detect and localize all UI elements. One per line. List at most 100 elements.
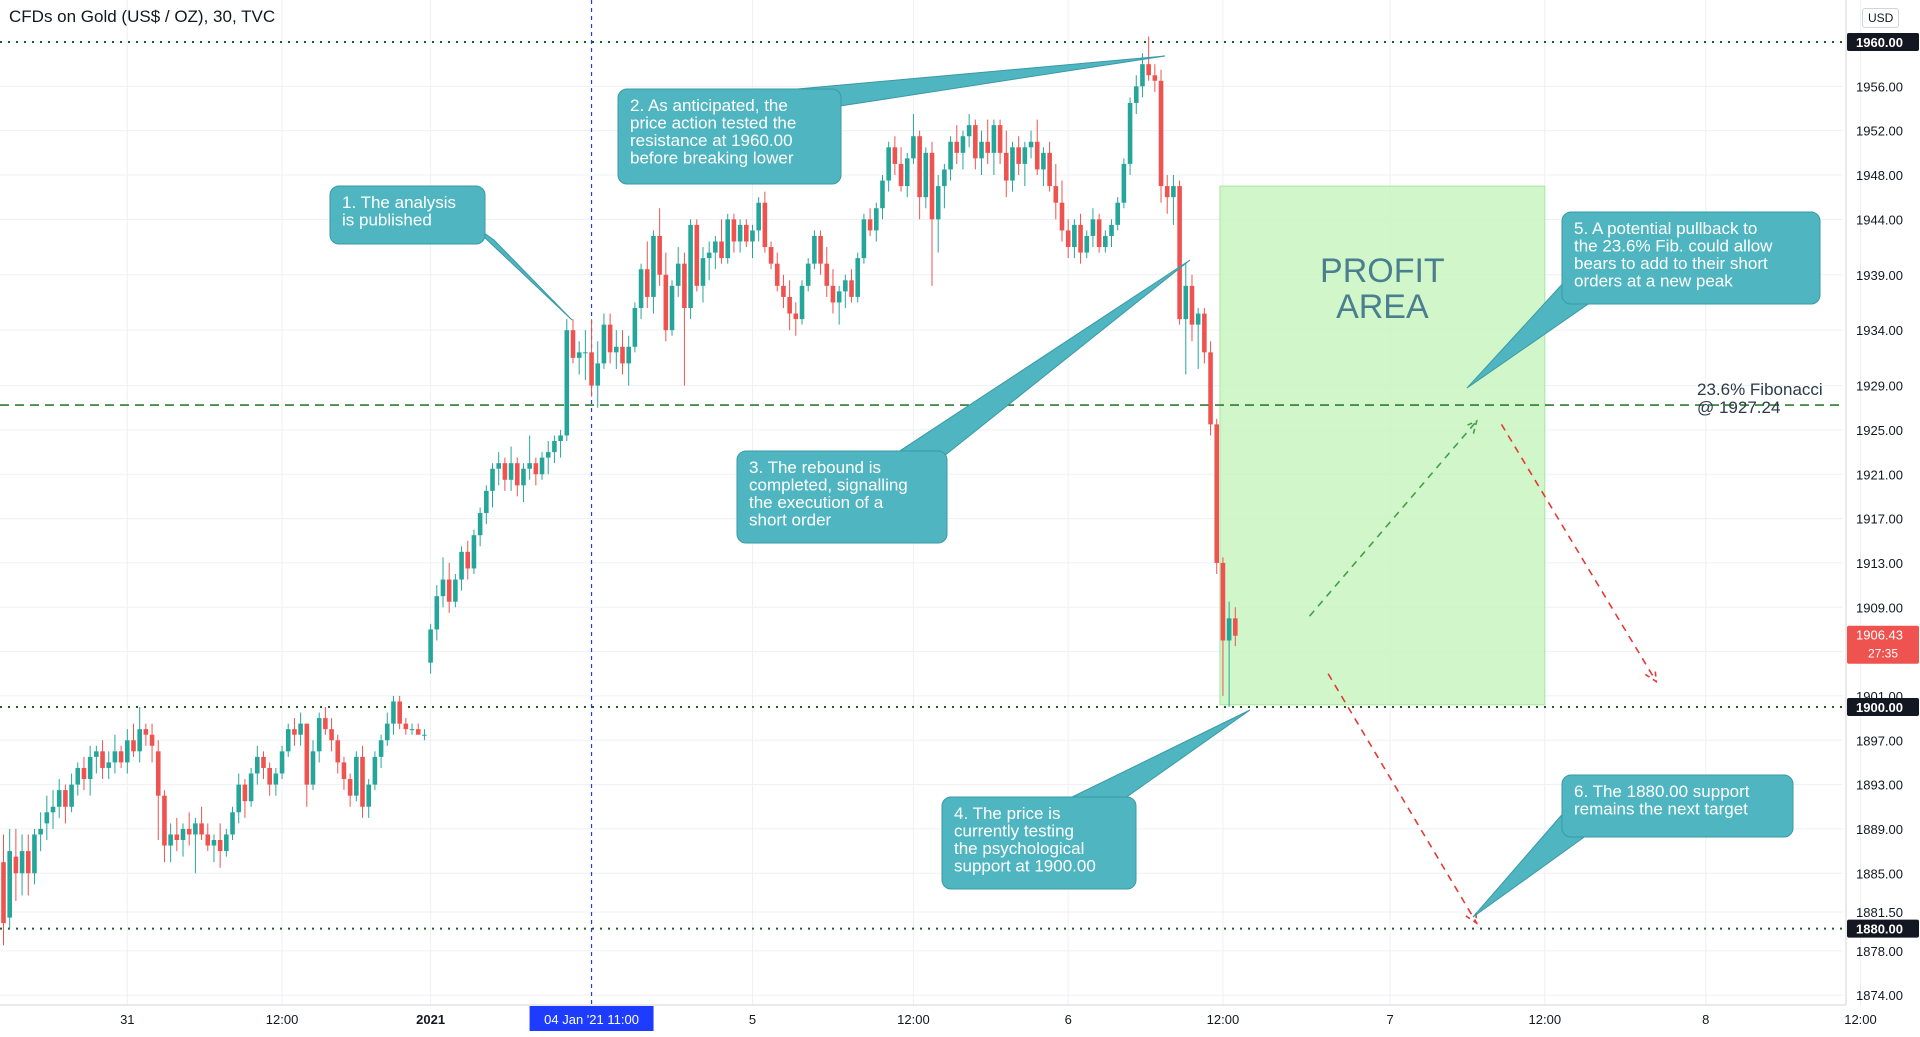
time-tick-label: 12:00 [266, 1012, 299, 1027]
price-tick-label: 1878.00 [1856, 944, 1903, 959]
candle-body [44, 812, 50, 824]
candle-body [279, 751, 285, 774]
candle-body [446, 579, 452, 602]
candle-body [601, 324, 607, 364]
candle-body [292, 729, 297, 735]
candle-body [1208, 352, 1213, 425]
candle-body [409, 729, 415, 731]
candle-body [991, 125, 997, 153]
candle-body [1121, 163, 1127, 203]
price-tick-label: 1913.00 [1856, 556, 1903, 571]
callout-text-line: 5. A potential pullback to [1574, 219, 1757, 238]
candle-body [706, 252, 712, 259]
candle-body [886, 147, 891, 181]
candle-body [19, 851, 25, 874]
candle-body [539, 457, 545, 475]
callout-text-line: 2. As anticipated, the [630, 96, 788, 115]
candle-body [1158, 80, 1164, 187]
callout-box [617, 88, 842, 185]
projection-arrowhead-1 [1464, 419, 1478, 434]
candle-body [774, 263, 780, 286]
candle-body [1195, 313, 1201, 325]
candle-body [1096, 219, 1102, 248]
candle-body [366, 784, 372, 807]
candle-body [434, 596, 440, 630]
candle-body [1115, 202, 1120, 225]
time-marker-tag-label: 04 Jan '21 11:00 [544, 1012, 639, 1027]
candle-body [1103, 235, 1108, 248]
callout-text-line: 3. The rebound is [749, 458, 881, 477]
candle-body [570, 330, 576, 358]
candle-body [997, 125, 1003, 153]
callout-box [1561, 774, 1794, 838]
time-tick-label: 8 [1702, 1012, 1709, 1027]
price-tick-label: 1917.00 [1856, 512, 1903, 527]
candle-body [496, 463, 501, 469]
candle-body [1, 862, 6, 924]
candle-body [861, 219, 867, 259]
candle-body [100, 751, 105, 768]
candle-body [471, 535, 477, 569]
price-tick-label: 1909.00 [1856, 600, 1903, 615]
candle-body [465, 551, 471, 569]
price-tick-label: 1952.00 [1856, 124, 1903, 139]
candle-body [1109, 224, 1114, 236]
callout-pointer [784, 55, 1166, 111]
time-marker-tag-bg [529, 1006, 654, 1031]
candle-body [1152, 75, 1158, 81]
candle-body [304, 723, 310, 785]
candle-body [1028, 141, 1034, 148]
level-tag-bg [1847, 33, 1919, 51]
candle-body [1140, 64, 1145, 87]
candle-body [917, 136, 922, 198]
level-tag-bg [1847, 919, 1919, 938]
price-tick-label: 1921.00 [1856, 467, 1903, 482]
callout-text-line: the execution of a [749, 493, 884, 512]
candle-body [155, 751, 161, 796]
candle-body [217, 840, 223, 852]
candles [1, 36, 1238, 946]
candle-body [69, 784, 74, 807]
candle-body [1053, 186, 1059, 203]
candle-body [94, 751, 99, 757]
candle-body [867, 219, 873, 231]
candle-body [186, 828, 192, 835]
candle-body [81, 767, 87, 780]
candle-body [1041, 152, 1046, 170]
price-tick-label: 1939.00 [1856, 268, 1903, 283]
candle-body [372, 756, 378, 785]
profit-area-label-2: AREA [1336, 288, 1429, 326]
last-price-tag-bg [1847, 625, 1919, 664]
callout-box [941, 796, 1137, 890]
candle-body [285, 729, 291, 752]
candle-body [620, 346, 625, 364]
callout-text-line: before breaking lower [630, 149, 794, 168]
candle-body [521, 468, 526, 486]
callout-text-line: completed, signalling [749, 476, 908, 495]
candle-body [960, 136, 966, 153]
candle-body [118, 751, 124, 763]
projection-arrow-1 [1308, 420, 1478, 617]
level-tag-label: 1880.00 [1856, 922, 1903, 937]
callout-text-line: 1. The analysis [342, 193, 456, 212]
currency-button[interactable]: USD [1862, 8, 1900, 28]
candle-body [1022, 147, 1028, 164]
candle-body [954, 141, 960, 153]
fibonacci-label-1: 23.6% Fibonacci [1697, 380, 1823, 399]
candle-body [719, 241, 724, 259]
candle-body [873, 208, 879, 231]
candle-body [663, 274, 669, 331]
candle-body [595, 363, 601, 386]
candle-body [626, 346, 631, 364]
candle-body [508, 463, 514, 480]
candle-body [7, 851, 12, 918]
candle-body [1146, 64, 1151, 76]
candle-body [1171, 186, 1176, 198]
candle-body [397, 701, 402, 724]
time-tick-label: 6 [1065, 1012, 1072, 1027]
price-tick-label: 1934.00 [1856, 323, 1903, 338]
price-axis: 1960.00 1956.00 1952.00 1948.00 1944.00 1939.… [1845, 0, 1919, 1005]
